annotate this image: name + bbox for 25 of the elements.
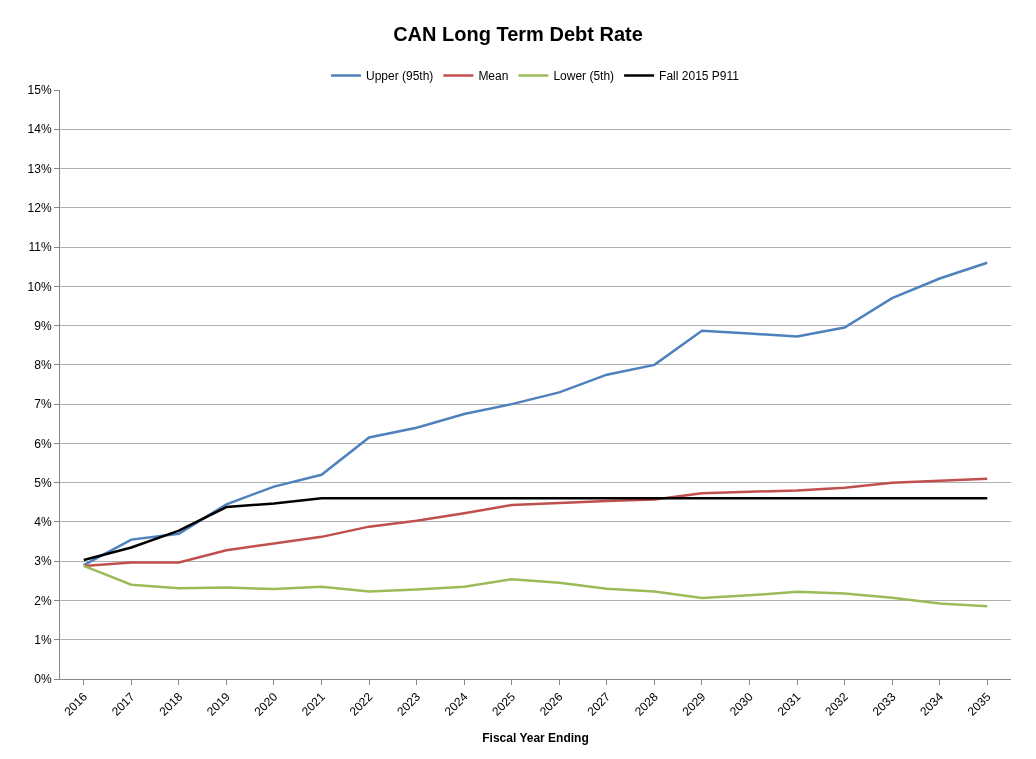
line-series bbox=[82, 497, 989, 562]
y-tick-label: 15% bbox=[27, 83, 52, 98]
y-tick-label: 0% bbox=[34, 672, 52, 687]
line-series bbox=[82, 564, 989, 608]
legend-label: Lower (5th) bbox=[553, 69, 615, 84]
y-tick-label: 4% bbox=[34, 515, 52, 530]
chart-title: CAN Long Term Debt Rate bbox=[393, 22, 643, 45]
y-tick-label: 6% bbox=[34, 436, 52, 451]
y-tick-label: 12% bbox=[27, 201, 52, 215]
x-axis-title: Fiscal Year Ending bbox=[482, 730, 589, 745]
y-tick-label: 7% bbox=[34, 397, 52, 412]
y-tick-label: 5% bbox=[34, 475, 52, 490]
legend-label: Mean bbox=[478, 69, 509, 84]
legend-label: Fall 2015 P911 bbox=[659, 69, 740, 84]
y-tick-label: 14% bbox=[27, 122, 52, 137]
y-tick-label: 8% bbox=[34, 358, 52, 373]
line-series bbox=[82, 261, 989, 567]
y-tick-label: 9% bbox=[34, 318, 52, 333]
legend-label: Upper (95th) bbox=[366, 69, 434, 84]
y-tick-label: 10% bbox=[27, 279, 52, 294]
y-tick-label: 13% bbox=[27, 161, 52, 176]
y-tick-label: 1% bbox=[34, 632, 52, 647]
y-tick-label: 11% bbox=[28, 240, 52, 255]
y-tick-label: 3% bbox=[34, 554, 52, 569]
y-tick-label: 2% bbox=[34, 593, 52, 608]
